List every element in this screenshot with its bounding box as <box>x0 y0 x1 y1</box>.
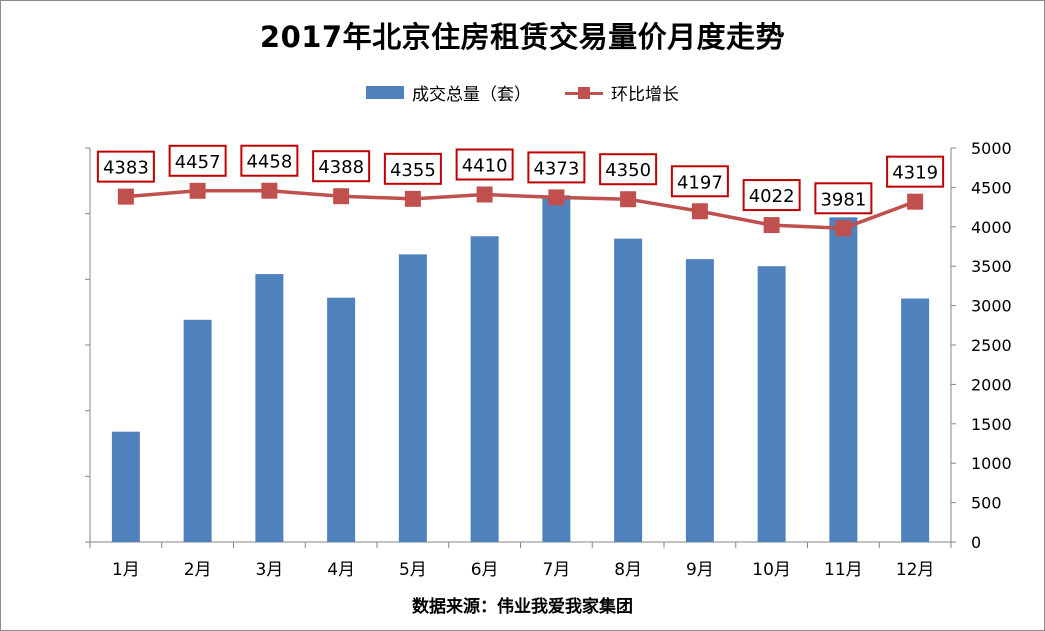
right-axis-tick-label: 1500 <box>971 415 1012 434</box>
legend-label-volume: 成交总量（套） <box>412 85 531 105</box>
x-axis-label: 12月 <box>896 560 935 580</box>
growth-marker <box>261 182 278 199</box>
growth-data-label: 4457 <box>175 152 221 173</box>
growth-data-label: 4388 <box>318 157 364 178</box>
right-axis-tick-label: 2500 <box>971 336 1012 355</box>
growth-data-label-box <box>742 179 801 212</box>
right-axis-tick-label: 4500 <box>971 178 1012 197</box>
volume-bar <box>183 319 212 542</box>
growth-marker <box>907 193 924 210</box>
growth-marker <box>476 186 493 203</box>
volume-bar <box>542 195 571 542</box>
x-axis-label: 10月 <box>752 560 791 580</box>
growth-data-label: 4373 <box>533 158 579 179</box>
growth-marker <box>333 188 350 205</box>
growth-data-label: 4383 <box>103 158 149 179</box>
growth-data-label: 4350 <box>605 160 651 181</box>
legend-bar-swatch <box>366 86 404 99</box>
growth-marker <box>620 191 637 208</box>
growth-data-label: 4458 <box>246 152 292 173</box>
volume-bar <box>757 266 786 542</box>
volume-bar <box>685 259 714 542</box>
growth-marker <box>548 189 565 206</box>
legend-line-swatch <box>565 86 603 100</box>
volume-bar <box>829 217 858 542</box>
growth-data-label-box <box>527 151 586 184</box>
right-axis-tick-label: 2000 <box>971 375 1012 394</box>
growth-marker <box>117 188 134 205</box>
growth-data-label: 4197 <box>677 172 723 193</box>
legend-label-growth: 环比增长 <box>611 85 679 105</box>
growth-marker <box>835 220 852 237</box>
right-axis-tick-label: 3000 <box>971 297 1012 316</box>
growth-marker <box>404 190 421 207</box>
chart-title: 2017年北京住房租赁交易量价月度走势 <box>259 20 786 54</box>
right-axis-tick-label: 3500 <box>971 257 1012 276</box>
x-axis-label: 5月 <box>399 560 427 580</box>
growth-marker <box>691 203 708 220</box>
growth-marker <box>763 217 780 234</box>
volume-bar <box>255 274 284 542</box>
growth-data-label-box <box>383 152 442 185</box>
volume-bar <box>398 254 427 542</box>
growth-data-label: 4410 <box>462 155 508 176</box>
chart-legend: 成交总量（套） 环比增长 <box>0 80 1045 105</box>
legend-item-growth: 环比增长 <box>565 80 679 105</box>
x-axis-label: 4月 <box>327 560 355 580</box>
volume-bar <box>901 298 930 542</box>
growth-data-label-box <box>455 148 514 181</box>
x-axis-label: 8月 <box>614 560 642 580</box>
legend-item-volume: 成交总量（套） <box>366 80 531 105</box>
growth-data-label: 3981 <box>820 189 866 210</box>
right-axis-tick-label: 500 <box>971 494 1002 513</box>
x-axis-label: 6月 <box>471 560 499 580</box>
right-axis-tick-label: 5000 <box>971 139 1012 158</box>
growth-line <box>125 188 916 231</box>
growth-data-label-box <box>670 165 729 198</box>
x-axis-label: 2月 <box>184 560 212 580</box>
growth-marker <box>189 182 206 199</box>
x-axis-label: 7月 <box>542 560 570 580</box>
right-axis-tick-label: 0 <box>971 533 981 552</box>
growth-data-label-box <box>168 144 227 177</box>
growth-data-label-box <box>240 144 299 177</box>
x-axis-label: 9月 <box>686 560 714 580</box>
volume-bar <box>111 431 140 542</box>
growth-data-label-box <box>886 155 945 188</box>
growth-data-label-box <box>599 153 658 186</box>
source-note: 数据来源：伟业我爱我家集团 <box>412 597 633 617</box>
growth-data-label-box <box>312 150 371 183</box>
volume-bar <box>470 236 499 543</box>
x-axis-label: 1月 <box>112 560 140 580</box>
x-axis-label: 11月 <box>824 560 863 580</box>
growth-data-label: 4319 <box>892 163 938 184</box>
x-axis-label: 3月 <box>255 560 283 580</box>
volume-bar <box>614 238 643 542</box>
right-axis-tick-label: 4000 <box>971 218 1012 237</box>
volume-bar <box>327 297 356 542</box>
right-axis-tick-label: 1000 <box>971 454 1012 473</box>
growth-data-label: 4355 <box>390 160 436 181</box>
growth-data-label-box <box>814 182 873 215</box>
growth-data-label-box <box>96 150 155 183</box>
growth-data-label: 4022 <box>749 186 795 207</box>
